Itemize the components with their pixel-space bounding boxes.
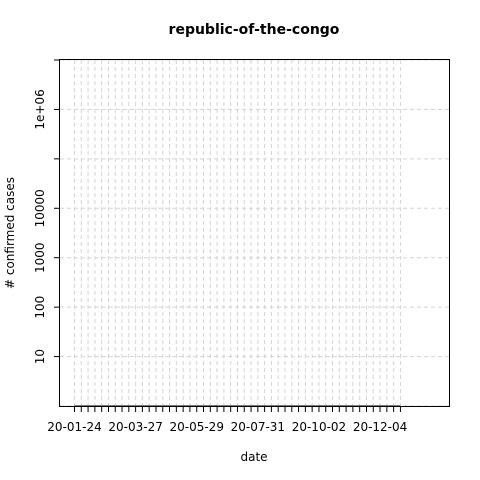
y-tick-label: 100 — [33, 296, 47, 319]
x-tick-label: 20-05-29 — [169, 420, 223, 434]
grid-lines — [60, 59, 449, 407]
plot-area-border — [59, 59, 450, 407]
x-tick-label: 20-12-04 — [353, 420, 407, 434]
x-tick-label: 20-10-02 — [292, 420, 346, 434]
chart-title: republic-of-the-congo — [169, 22, 340, 38]
y-axis: 10 100 1000 10000 1e+06 — [33, 59, 60, 364]
y-tick-label: 10 — [33, 349, 47, 364]
x-axis: 20-01-24 20-03-27 20-05-29 20-07-31 20-10-02… — [47, 405, 407, 434]
y-axis-label: # confirmed cases — [3, 177, 17, 289]
y-tick-label: 10000 — [33, 189, 47, 227]
x-tick-label: 20-01-24 — [47, 420, 101, 434]
x-tick-label: 20-07-31 — [231, 420, 285, 434]
x-tick-label: 20-03-27 — [108, 420, 162, 434]
x-axis-label: date — [240, 450, 267, 464]
y-tick-label: 1e+06 — [33, 89, 47, 129]
y-tick-label: 1000 — [33, 242, 47, 273]
